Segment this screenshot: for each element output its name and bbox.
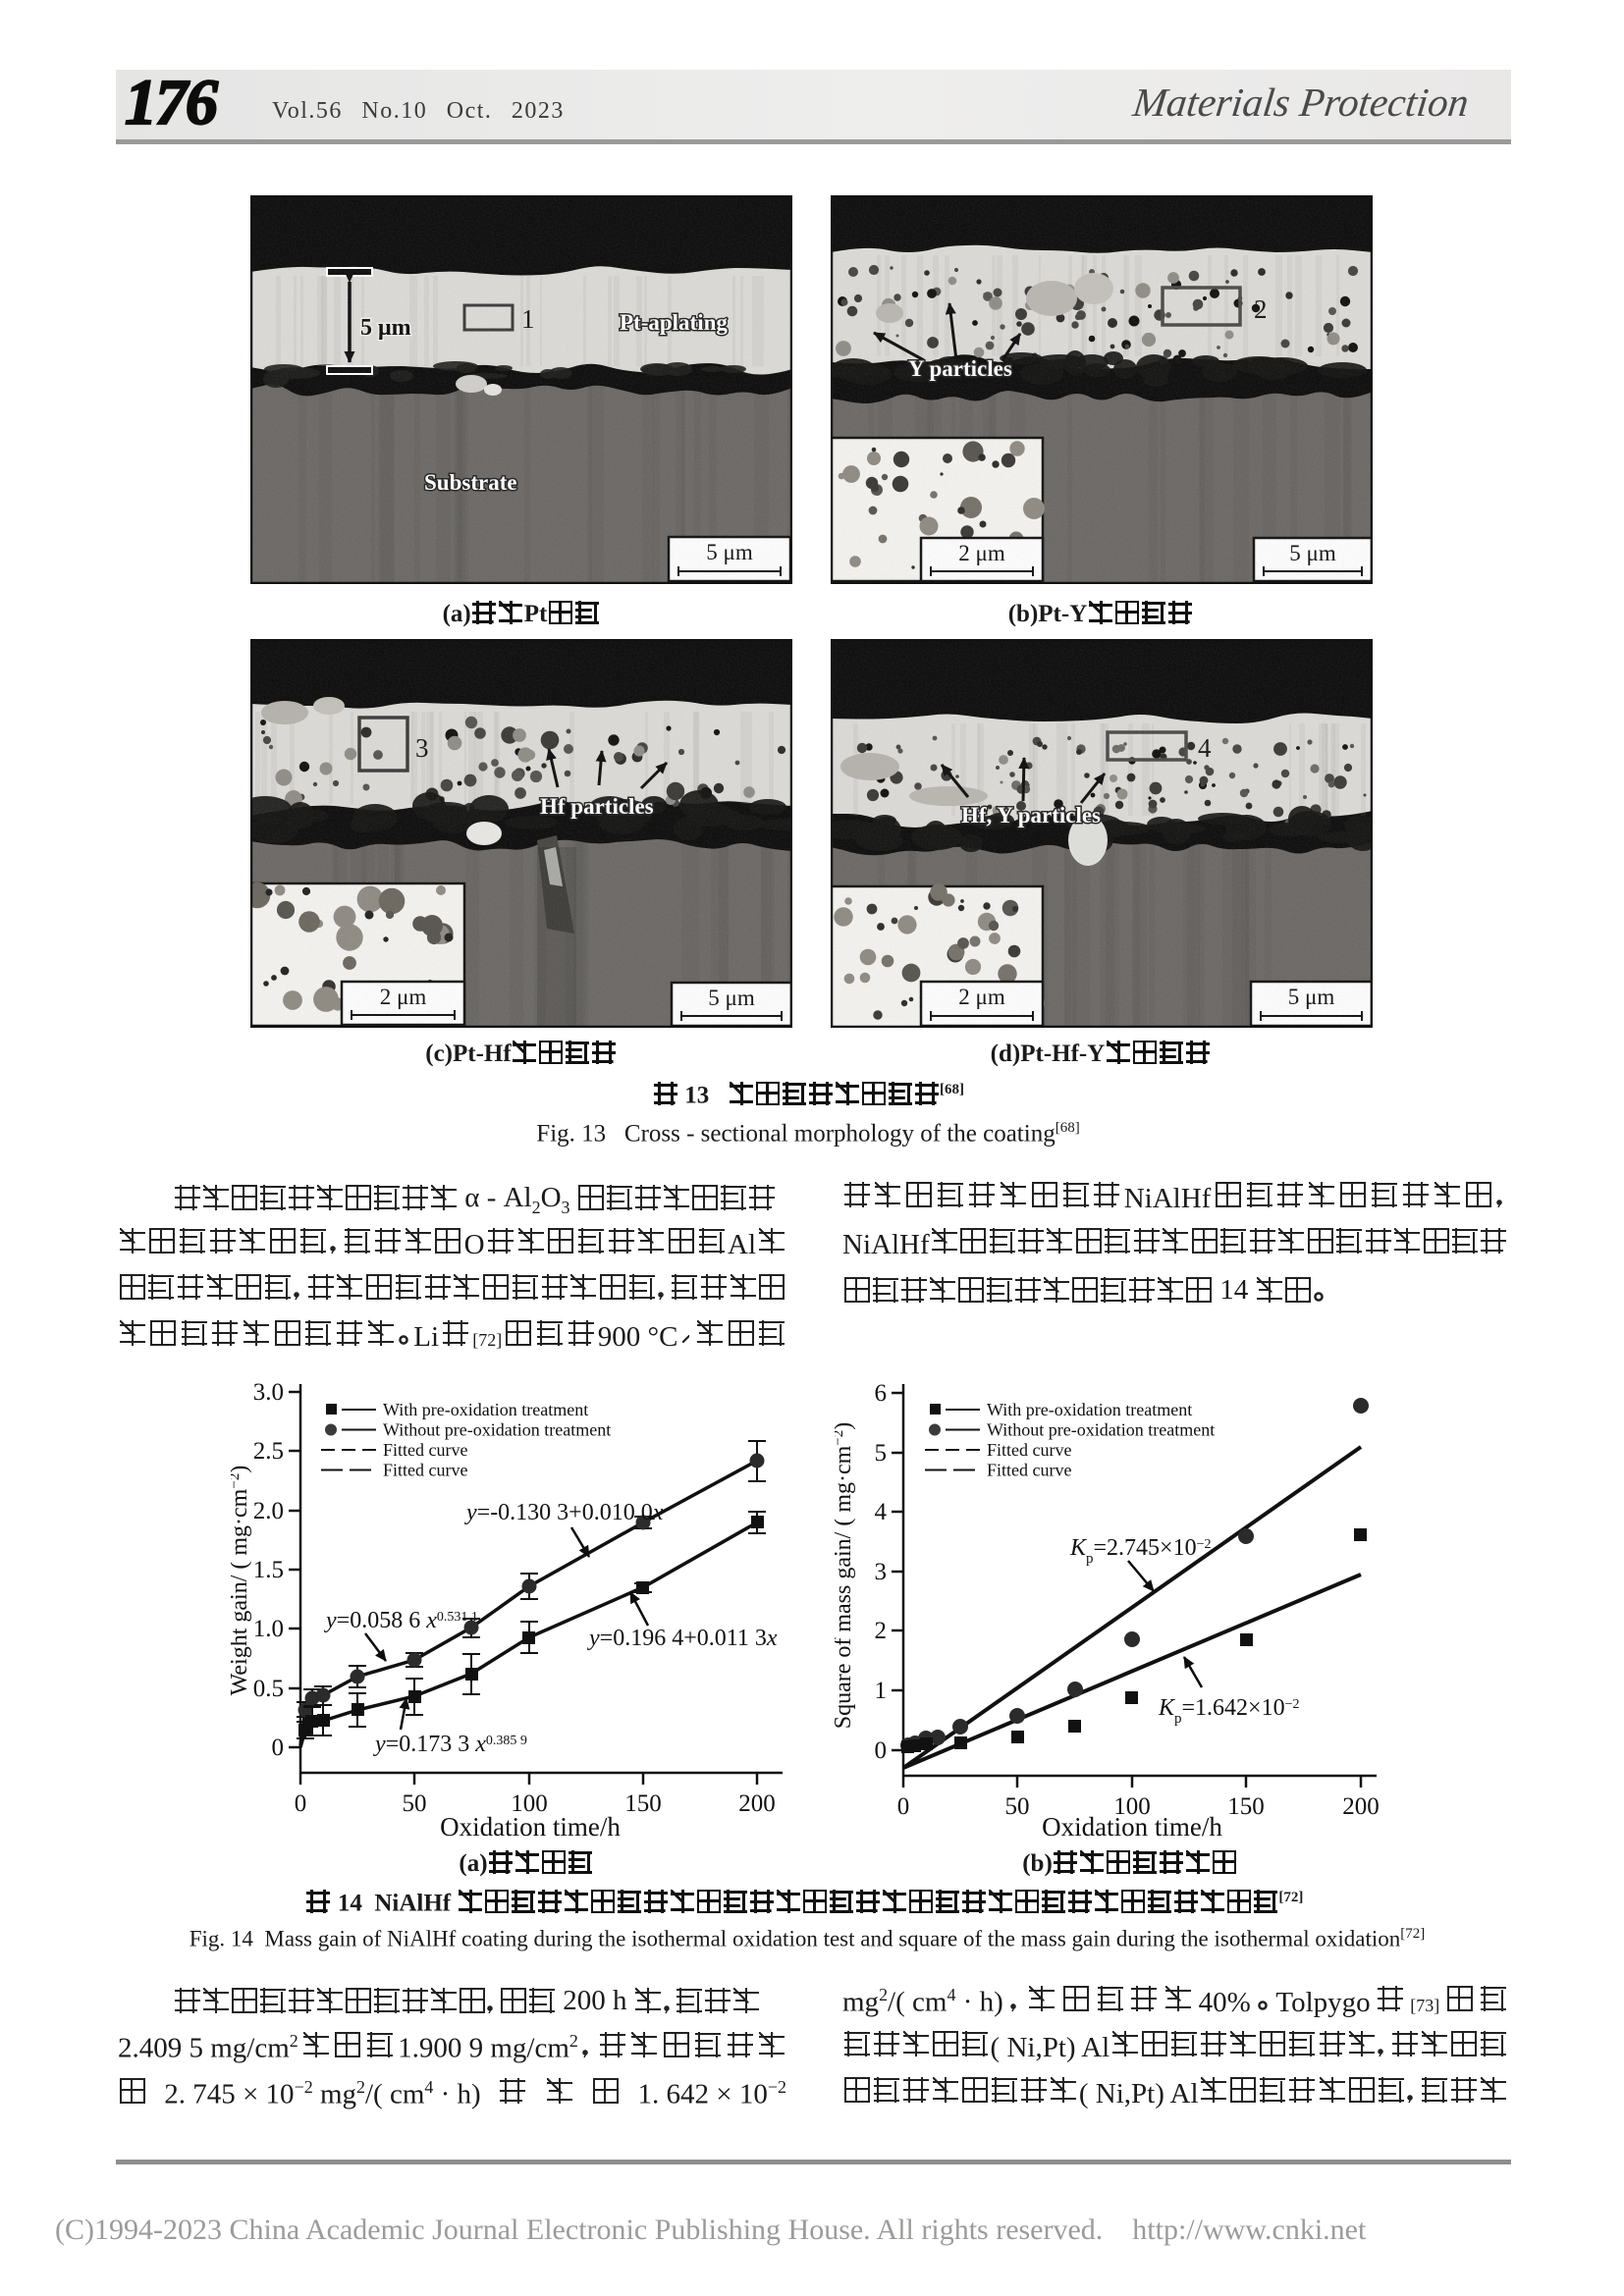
svg-text:Oxidation time/h: Oxidation time/h (1042, 1812, 1222, 1842)
svg-text:100: 100 (1113, 1793, 1151, 1820)
svg-text:Oxidation time/h: Oxidation time/h (440, 1812, 621, 1842)
svg-text:50: 50 (1005, 1793, 1030, 1820)
svg-text:2.5: 2.5 (253, 1438, 284, 1465)
svg-text:Square of mass gain/ ( mg·cm−2: Square of mass gain/ ( mg·cm−2) (835, 1422, 856, 1730)
svg-text:0.5: 0.5 (253, 1676, 284, 1702)
svg-text:100: 100 (511, 1790, 548, 1817)
svg-text:150: 150 (1227, 1793, 1265, 1820)
svg-text:1.0: 1.0 (253, 1616, 284, 1642)
svg-text:1.5: 1.5 (253, 1557, 284, 1583)
svg-text:Fitted curve: Fitted curve (383, 1440, 467, 1460)
svg-text:With pre-oxidation treatment: With pre-oxidation treatment (383, 1400, 588, 1419)
svg-text:2: 2 (875, 1618, 888, 1644)
svg-text:y=0.173 3 x0.385 9: y=0.173 3 x0.385 9 (373, 1732, 527, 1757)
svg-text:5: 5 (875, 1440, 888, 1467)
svg-text:Fitted curve: Fitted curve (987, 1440, 1071, 1460)
svg-text:0: 0 (897, 1793, 910, 1820)
svg-text:y=-0.130 3+0.010 0x: y=-0.130 3+0.010 0x (464, 1500, 664, 1525)
svg-text:Without pre-oxidation treatmen: Without pre-oxidation treatment (987, 1420, 1215, 1440)
svg-text:50: 50 (403, 1790, 427, 1817)
svg-text:Kp=2.745×10−2: Kp=2.745×10−2 (1069, 1535, 1212, 1567)
svg-text:150: 150 (624, 1790, 662, 1817)
svg-text:0: 0 (295, 1790, 307, 1817)
svg-text:Without pre-oxidation treatmen: Without pre-oxidation treatment (383, 1420, 611, 1440)
svg-text:y=0.196 4+0.011 3x: y=0.196 4+0.011 3x (587, 1626, 778, 1651)
svg-text:Fitted curve: Fitted curve (987, 1461, 1071, 1480)
svg-text:0: 0 (272, 1735, 285, 1761)
svg-text:With pre-oxidation treatment: With pre-oxidation treatment (987, 1400, 1192, 1419)
svg-text:0: 0 (875, 1737, 888, 1764)
svg-text:200: 200 (1342, 1793, 1380, 1820)
svg-text:200: 200 (738, 1790, 776, 1817)
svg-text:y=0.058 6 x0.531 1: y=0.058 6 x0.531 1 (324, 1608, 478, 1633)
svg-text:Fitted curve: Fitted curve (383, 1461, 467, 1480)
svg-text:2.0: 2.0 (253, 1498, 284, 1524)
svg-text:3: 3 (875, 1559, 888, 1585)
svg-text:4: 4 (875, 1499, 888, 1525)
svg-text:Kp=1.642×10−2: Kp=1.642×10−2 (1158, 1695, 1300, 1727)
svg-text:6: 6 (875, 1380, 888, 1407)
svg-text:Weight gain/ ( mg·cm−2): Weight gain/ ( mg·cm−2) (231, 1466, 252, 1696)
svg-text:3.0: 3.0 (253, 1379, 284, 1406)
svg-text:1: 1 (875, 1678, 888, 1704)
